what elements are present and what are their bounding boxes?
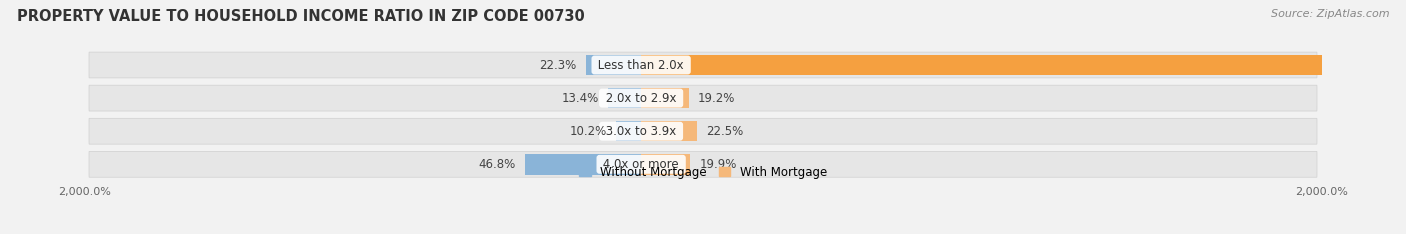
Bar [616, 121, 641, 142]
Text: 19.9%: 19.9% [700, 158, 737, 171]
Legend: Without Mortgage, With Mortgage: Without Mortgage, With Mortgage [574, 161, 832, 183]
Text: 10.2%: 10.2% [569, 125, 606, 138]
Text: 13.4%: 13.4% [561, 91, 599, 105]
Text: 2.0x to 2.9x: 2.0x to 2.9x [602, 91, 681, 105]
Text: 19.2%: 19.2% [697, 91, 735, 105]
Bar [641, 121, 697, 142]
Bar [641, 154, 690, 175]
FancyBboxPatch shape [89, 52, 1317, 78]
Text: 3.0x to 3.9x: 3.0x to 3.9x [602, 125, 681, 138]
Text: PROPERTY VALUE TO HOUSEHOLD INCOME RATIO IN ZIP CODE 00730: PROPERTY VALUE TO HOUSEHOLD INCOME RATIO… [17, 9, 585, 24]
Text: 22.5%: 22.5% [706, 125, 744, 138]
Bar [641, 55, 1406, 75]
FancyBboxPatch shape [89, 118, 1317, 144]
Bar [586, 55, 641, 75]
Text: 22.3%: 22.3% [540, 58, 576, 72]
Bar [641, 88, 689, 108]
Text: Less than 2.0x: Less than 2.0x [595, 58, 688, 72]
Bar [607, 88, 641, 108]
Bar [526, 154, 641, 175]
FancyBboxPatch shape [89, 151, 1317, 177]
FancyBboxPatch shape [89, 85, 1317, 111]
Text: Source: ZipAtlas.com: Source: ZipAtlas.com [1271, 9, 1389, 19]
Text: 4.0x or more: 4.0x or more [599, 158, 683, 171]
Text: 46.8%: 46.8% [479, 158, 516, 171]
